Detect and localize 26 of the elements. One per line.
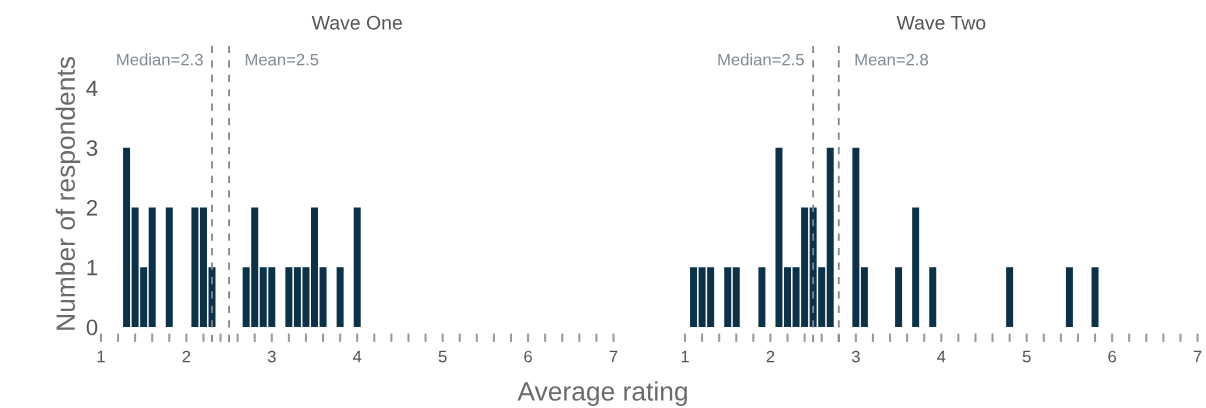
x-tick-label: 2 bbox=[766, 350, 775, 363]
x-tick-label: 4 bbox=[352, 350, 362, 363]
x-tick-label: 3 bbox=[267, 350, 276, 363]
ref-line-label: Mean=2.5 bbox=[245, 53, 319, 66]
chart-title: Wave Two bbox=[896, 16, 986, 30]
x-tick-label: 6 bbox=[1108, 350, 1117, 363]
x-tick-label: 5 bbox=[438, 350, 447, 363]
ref-line-label: Median=2.5 bbox=[718, 53, 804, 66]
ref-line-label: Mean=2.8 bbox=[855, 53, 929, 66]
chart-title: Wave One bbox=[311, 15, 402, 30]
y-axis-title: Number of respondents bbox=[55, 57, 81, 330]
ref-line-label: Median=2.3 bbox=[117, 53, 203, 66]
x-tick-label: 2 bbox=[182, 350, 191, 363]
y-tick-label: 0 bbox=[86, 319, 98, 336]
x-axis-title: Average rating bbox=[517, 381, 687, 406]
x-tick-label: 7 bbox=[1193, 350, 1202, 363]
x-tick-label: 7 bbox=[609, 350, 618, 363]
y-tick-label: 2 bbox=[86, 199, 98, 216]
x-tick-label: 6 bbox=[524, 350, 532, 363]
x-tick-label: 1 bbox=[681, 350, 689, 363]
y-tick-label: 1 bbox=[87, 259, 98, 276]
x-tick-label: 4 bbox=[937, 350, 946, 363]
y-tick-label: 4 bbox=[86, 80, 98, 96]
x-tick-label: 3 bbox=[851, 350, 860, 363]
x-tick-label: 5 bbox=[1022, 350, 1031, 363]
y-tick-label: 3 bbox=[86, 140, 98, 156]
